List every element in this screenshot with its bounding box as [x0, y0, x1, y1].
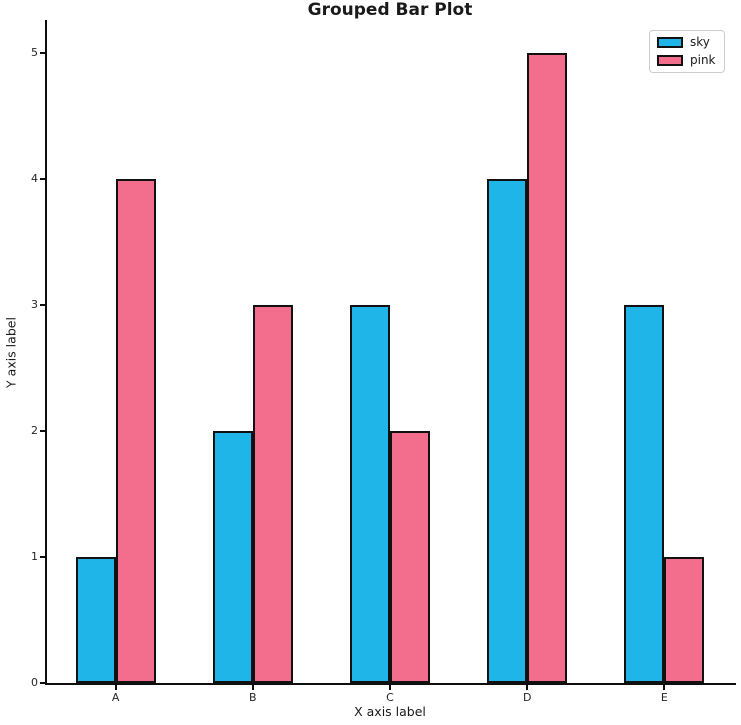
bar-pink-C — [390, 430, 430, 683]
y-tick-label-2: 2 — [31, 423, 38, 437]
x-axis-spine — [45, 683, 736, 685]
x-tick-mark-D — [526, 685, 529, 690]
bar-pink-E — [664, 556, 705, 683]
x-tick-mark-B — [251, 685, 254, 690]
legend-entry-pink: pink — [657, 54, 716, 67]
bar-pink-B — [252, 304, 293, 683]
y-tick-label-1: 1 — [31, 549, 38, 563]
bar-sky-B — [212, 430, 253, 683]
y-tick-label-0: 0 — [31, 676, 38, 689]
legend-label-pink: pink — [690, 53, 716, 67]
bar-pink-D — [527, 52, 568, 683]
bar-sky-C — [350, 304, 390, 683]
legend-label-sky: sky — [690, 35, 710, 49]
x-tick-label-D: D — [522, 691, 532, 704]
bar-sky-D — [487, 178, 528, 683]
x-tick-label-A: A — [111, 691, 120, 704]
x-tick-mark-A — [114, 685, 117, 690]
x-tick-label-B: B — [249, 691, 257, 704]
y-axis-spine — [45, 20, 47, 685]
legend: sky pink — [649, 30, 725, 73]
y-tick-mark-0 — [40, 682, 46, 684]
x-tick-label-E: E — [660, 691, 668, 704]
legend-entry-sky: sky — [657, 36, 716, 49]
y-tick-mark-4 — [40, 177, 46, 180]
y-tick-mark-5 — [40, 51, 46, 54]
y-axis-label: Y axis label — [3, 317, 19, 388]
x-axis-label: X axis label — [354, 704, 426, 719]
bar-sky-A — [75, 556, 116, 683]
chart-title: Grouped Bar Plot — [307, 0, 473, 20]
x-tick-mark-C — [389, 685, 391, 690]
bar-pink-A — [115, 178, 156, 683]
y-tick-mark-3 — [40, 303, 46, 306]
x-tick-mark-E — [663, 685, 666, 690]
y-tick-mark-1 — [40, 555, 46, 558]
bar-sky-E — [624, 304, 665, 683]
y-tick-mark-2 — [40, 429, 46, 432]
y-tick-label-3: 3 — [31, 297, 38, 311]
legend-swatch-pink — [657, 55, 683, 66]
x-tick-label-C: C — [386, 691, 394, 704]
legend-swatch-sky — [657, 37, 683, 48]
y-tick-label-4: 4 — [31, 171, 38, 185]
plot-area — [47, 20, 733, 683]
y-tick-label-5: 5 — [31, 45, 38, 59]
